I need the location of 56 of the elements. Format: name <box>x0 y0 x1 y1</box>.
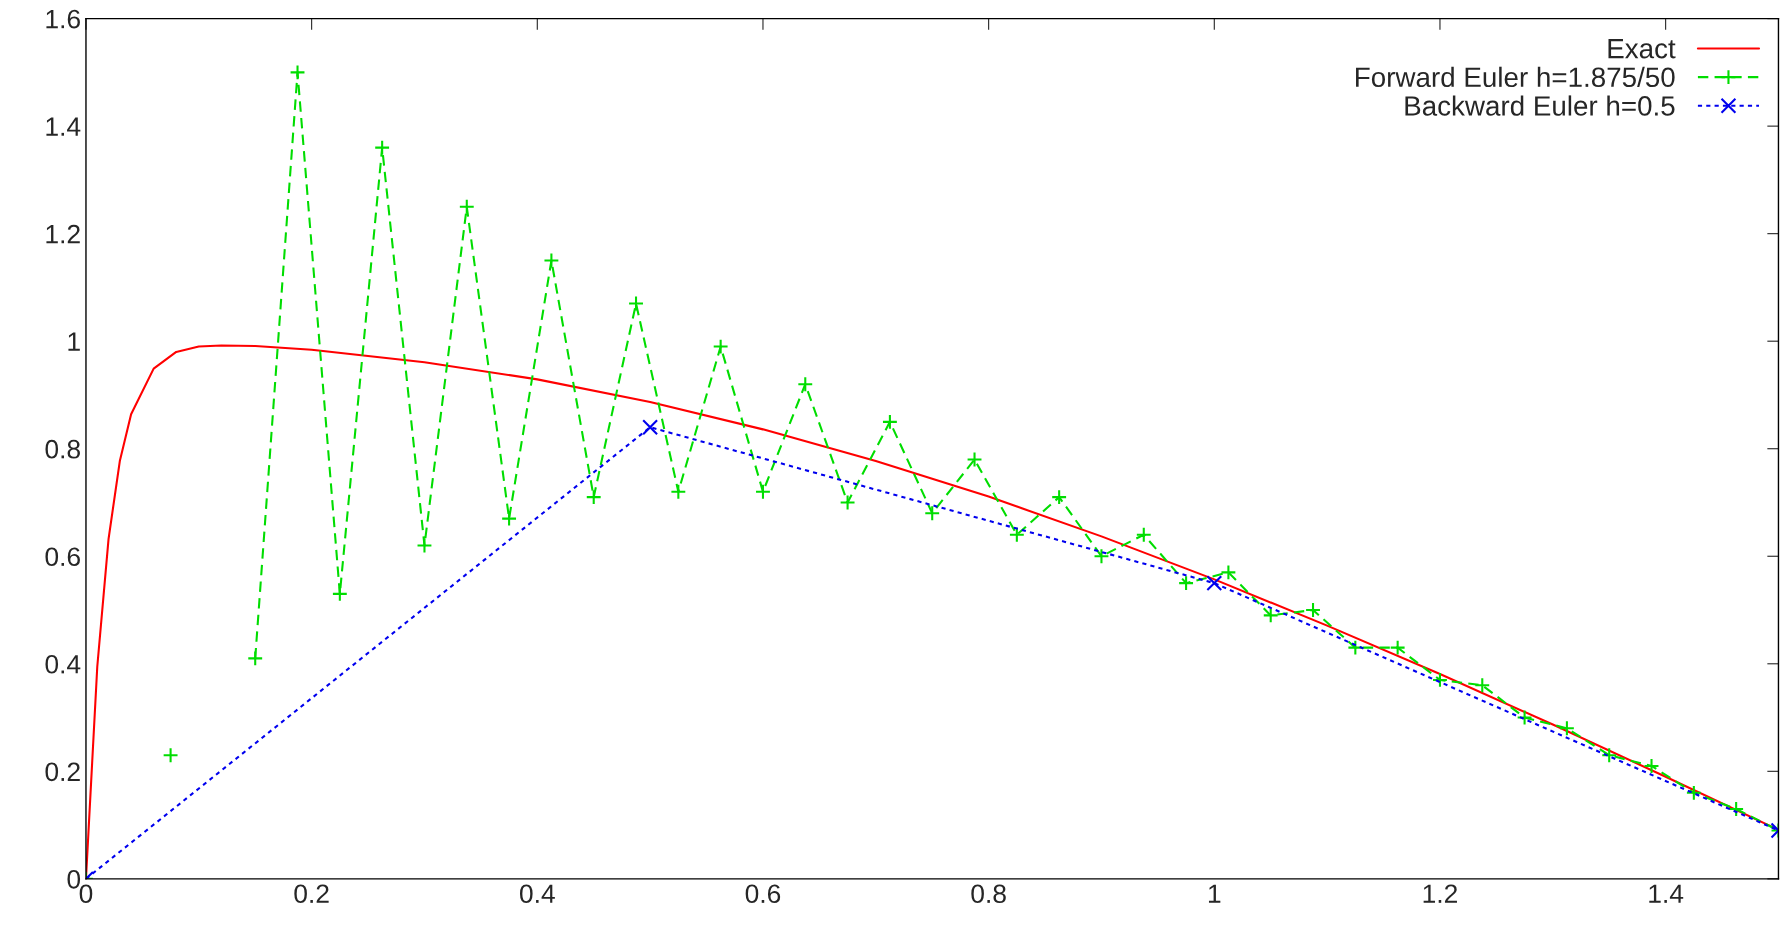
legend-label: Forward Euler h=1.875/50 <box>1356 66 1675 88</box>
point <box>1178 575 1195 592</box>
point <box>416 537 433 554</box>
x-tick-label: 0.4 <box>519 884 555 904</box>
point <box>1305 602 1322 619</box>
point <box>1220 564 1237 581</box>
point <box>289 64 306 81</box>
point <box>1051 489 1068 506</box>
point <box>1474 677 1491 694</box>
point <box>1093 548 1110 565</box>
point <box>1262 607 1279 624</box>
x-tick-label: 1 <box>1208 884 1221 903</box>
point <box>1516 709 1533 726</box>
point <box>585 489 602 506</box>
point <box>1431 671 1448 688</box>
point <box>1389 639 1406 656</box>
legend-label: Exact <box>1608 39 1676 59</box>
point <box>1347 639 1364 656</box>
point <box>712 338 729 355</box>
point <box>797 376 814 393</box>
point <box>162 747 179 764</box>
point <box>839 494 856 511</box>
y-tick-label: 0.4 <box>45 654 81 674</box>
point <box>1601 747 1618 764</box>
point <box>1135 526 1152 543</box>
point <box>754 483 771 500</box>
y-tick-label: 0.8 <box>45 439 80 459</box>
point <box>1728 800 1745 817</box>
point <box>374 139 391 156</box>
point <box>458 198 475 215</box>
x-tick-label: 0.8 <box>971 884 1006 904</box>
y-tick-label: 1 <box>68 332 80 351</box>
y-tick-label: 1.6 <box>46 9 80 29</box>
point <box>966 451 983 468</box>
y-tick-label: 1.4 <box>46 117 81 136</box>
y-tick-label: 0 <box>67 869 81 889</box>
point <box>247 650 264 667</box>
point <box>1206 575 1223 592</box>
x-tick-label: 0.2 <box>294 884 329 904</box>
point <box>924 505 941 522</box>
point <box>1685 784 1702 801</box>
point <box>543 252 560 269</box>
y-tick-label: 0.6 <box>45 547 80 567</box>
x-tick-label: 1.4 <box>1649 884 1684 903</box>
x-tick-label: 1.2 <box>1423 884 1457 903</box>
point <box>628 295 645 312</box>
point <box>670 483 687 500</box>
y-tick-label: 0.2 <box>45 762 80 782</box>
y-tick-label: 1.2 <box>46 224 80 244</box>
point <box>1558 720 1575 737</box>
legend-label: Backward Euler h=0.5 <box>1405 95 1675 116</box>
point <box>881 413 898 430</box>
point <box>331 585 348 602</box>
x-tick-label: 0.6 <box>745 884 781 904</box>
point <box>642 419 659 436</box>
point <box>1643 757 1660 774</box>
